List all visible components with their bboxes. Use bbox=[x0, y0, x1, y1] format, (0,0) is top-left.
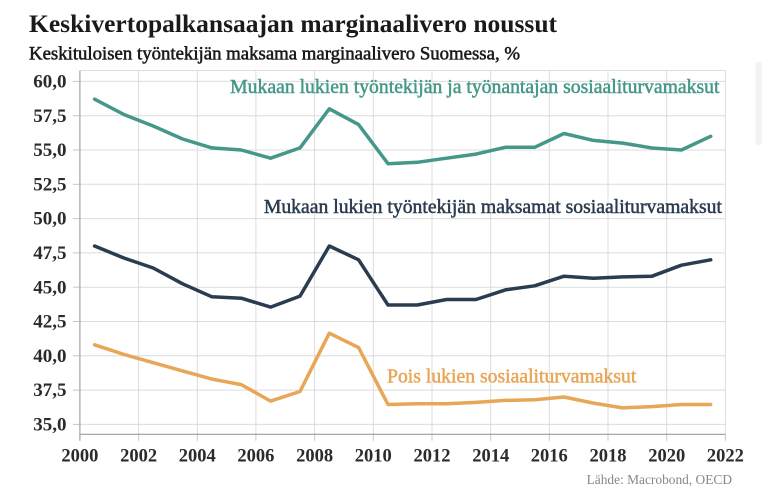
svg-text:2014: 2014 bbox=[472, 447, 509, 467]
svg-text:35,0: 35,0 bbox=[33, 415, 66, 436]
svg-text:2008: 2008 bbox=[296, 447, 333, 467]
svg-text:2020: 2020 bbox=[648, 447, 685, 467]
svg-text:2016: 2016 bbox=[531, 447, 568, 467]
svg-text:Keskituloisen työntekijän maks: Keskituloisen työntekijän maksama margin… bbox=[29, 44, 520, 65]
svg-text:42,5: 42,5 bbox=[33, 312, 66, 333]
svg-text:2006: 2006 bbox=[237, 447, 274, 467]
svg-text:2000: 2000 bbox=[61, 447, 98, 467]
svg-text:57,5: 57,5 bbox=[33, 106, 66, 127]
svg-text:Lähde: Macrobond, OECD: Lähde: Macrobond, OECD bbox=[587, 472, 733, 487]
svg-text:Pois lukien sosiaaliturvamaksu: Pois lukien sosiaaliturvamaksut bbox=[387, 366, 637, 388]
svg-text:2002: 2002 bbox=[120, 447, 157, 467]
svg-text:60,0: 60,0 bbox=[33, 72, 66, 93]
svg-text:47,5: 47,5 bbox=[33, 243, 66, 264]
svg-text:Mukaan lukien työntekijän maks: Mukaan lukien työntekijän maksamat sosia… bbox=[264, 196, 723, 218]
svg-text:2018: 2018 bbox=[590, 447, 627, 467]
svg-text:Keskivertopalkansaajan margina: Keskivertopalkansaajan marginaalivero no… bbox=[29, 9, 558, 38]
svg-text:2010: 2010 bbox=[355, 447, 392, 467]
svg-text:50,0: 50,0 bbox=[33, 209, 66, 230]
svg-text:52,5: 52,5 bbox=[33, 174, 66, 195]
svg-text:45,0: 45,0 bbox=[33, 277, 66, 298]
svg-text:2004: 2004 bbox=[179, 447, 216, 467]
svg-text:40,0: 40,0 bbox=[33, 346, 66, 367]
svg-text:2012: 2012 bbox=[414, 447, 451, 467]
svg-text:Mukaan lukien työntekijän ja t: Mukaan lukien työntekijän ja työnantajan… bbox=[230, 76, 720, 98]
svg-text:37,5: 37,5 bbox=[33, 380, 66, 401]
svg-text:2022: 2022 bbox=[707, 447, 744, 467]
svg-text:55,0: 55,0 bbox=[33, 140, 66, 161]
